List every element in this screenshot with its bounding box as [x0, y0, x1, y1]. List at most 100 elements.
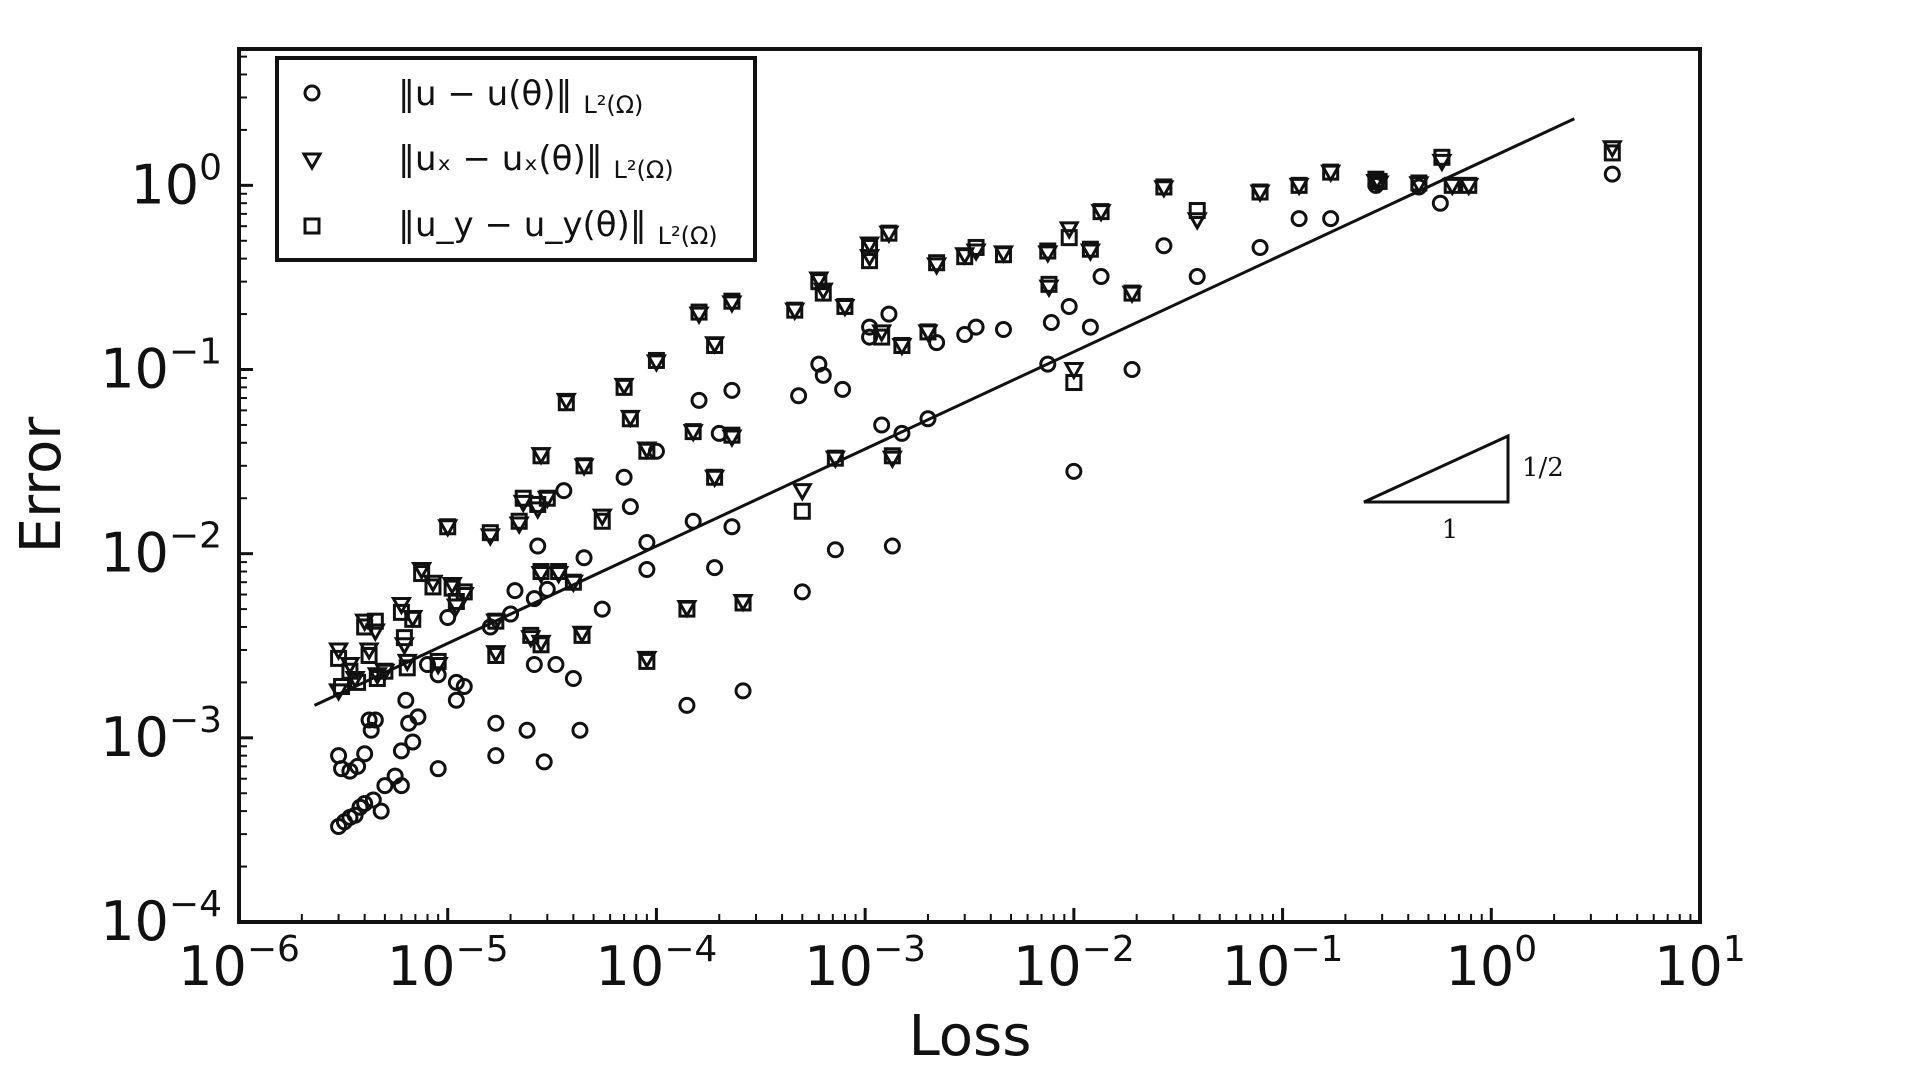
legend-triangle-marker [301, 152, 323, 172]
x-axis-label: Loss [909, 1004, 1032, 1069]
data-point-uy [349, 673, 367, 691]
data-point-uy [1081, 240, 1099, 258]
data-point-u [834, 380, 852, 398]
data-point-uy [1410, 174, 1428, 192]
data-point-ux [688, 306, 710, 326]
slope-triangle: 1 1/2 [1363, 433, 1564, 545]
legend-circle-marker [303, 84, 321, 102]
legend-label-sub: L²(Ω) [614, 156, 674, 184]
data-point-uy [1460, 176, 1478, 194]
data-point-ux [508, 516, 530, 535]
data-point-ux [512, 494, 534, 514]
data-point-u [928, 334, 946, 352]
data-point-u [1092, 267, 1110, 285]
data-point-u [525, 656, 543, 674]
data-point-uy [1188, 202, 1206, 220]
data-point-u [1039, 355, 1057, 373]
data-point-uy [413, 565, 431, 583]
data-point-u [638, 561, 656, 579]
data-point-u [1322, 210, 1340, 228]
data-point-uy [734, 594, 752, 612]
data-point-uy [994, 246, 1012, 264]
data-point-ux [636, 650, 658, 670]
data-point-u [333, 760, 351, 778]
data-point-u [575, 549, 593, 567]
data-point-u [455, 678, 473, 696]
data-point-uy [836, 297, 854, 315]
data-point-u [1123, 361, 1141, 379]
data-point-uy [1039, 242, 1057, 260]
data-point-uy [638, 442, 656, 460]
data-point-u [429, 760, 447, 778]
slope-triangle-shape [1363, 433, 1510, 504]
svg-text:‖u_y − u_y(θ)‖ L²(Ω): ‖u_y − u_y(θ)‖ L²(Ω) [398, 205, 718, 250]
data-point-u [571, 721, 589, 739]
data-point-u [1603, 165, 1621, 183]
data-point-u [1431, 194, 1449, 212]
data-point-uy [532, 563, 550, 581]
data-point-uy [538, 489, 556, 507]
data-point-u [564, 669, 582, 687]
data-point-uy [1367, 170, 1385, 188]
data-point-uy [810, 273, 828, 291]
data-point-u [1251, 238, 1269, 256]
data-points-layer [327, 140, 1623, 836]
data-point-uy [928, 254, 946, 272]
data-point-u [518, 721, 536, 739]
data-point-uy [723, 292, 741, 310]
data-point-ux [548, 566, 570, 585]
data-point-ux [926, 257, 948, 276]
data-point-uy [487, 646, 505, 664]
data-point-uy [532, 636, 550, 654]
data-point-ux [427, 657, 449, 676]
data-point-uy [647, 351, 665, 369]
x-tick-label: 10−6 [178, 929, 300, 998]
data-point-ux [812, 282, 834, 302]
data-point-uy [1322, 163, 1340, 181]
data-point-u [1065, 462, 1083, 480]
data-point-u [1042, 313, 1060, 331]
slope-run-label: 1 [1442, 515, 1459, 545]
data-point-ux [1408, 176, 1430, 195]
y-tick-label: 100 [130, 147, 222, 216]
data-point-uy [684, 423, 702, 441]
data-point-u [723, 381, 741, 399]
legend-label-sub: L²(Ω) [583, 91, 643, 119]
data-point-ux [1038, 279, 1060, 299]
data-point-u [356, 745, 374, 763]
data-point-uy [883, 447, 901, 465]
legend-label-main: ‖u − u(θ)‖ [398, 74, 573, 114]
data-point-ux [1186, 212, 1208, 231]
data-point-u [994, 320, 1012, 338]
data-point-uy [723, 426, 741, 444]
data-point-uy [532, 447, 550, 465]
data-point-u [397, 691, 415, 709]
y-tick-label: 10−3 [100, 700, 222, 769]
data-point-uy [1370, 172, 1388, 190]
x-tick-label: 10−1 [1222, 929, 1344, 998]
data-point-u [873, 416, 891, 434]
data-point-u [372, 802, 390, 820]
legend: ‖u − u(θ)‖ L²(Ω) ‖uₓ − uₓ(θ)‖ L²(Ω) ‖u_y… [275, 56, 757, 262]
x-tick-label: 10−3 [804, 929, 926, 998]
data-point-u [1290, 210, 1308, 228]
data-point-uy [404, 610, 422, 628]
legend-entry-ux: ‖uₓ − uₓ(θ)‖ L²(Ω) [301, 139, 674, 184]
x-tick-label: 10−5 [387, 929, 509, 998]
data-point-u [535, 753, 553, 771]
data-point-ux [527, 501, 549, 520]
data-point-ux [1431, 153, 1453, 173]
data-point-u [826, 541, 844, 559]
data-point-ux [1153, 180, 1175, 199]
data-point-uy [826, 449, 844, 467]
data-point-uy [487, 612, 505, 630]
data-point-uy [706, 468, 724, 486]
fit-line-layer [313, 117, 1575, 707]
data-point-uy [424, 578, 442, 596]
data-point-uy [956, 248, 974, 266]
data-point-ux [530, 566, 552, 585]
data-point-ux [721, 295, 743, 314]
data-point-ux [485, 645, 507, 664]
data-point-ux [396, 653, 418, 673]
data-point-u [392, 777, 410, 795]
